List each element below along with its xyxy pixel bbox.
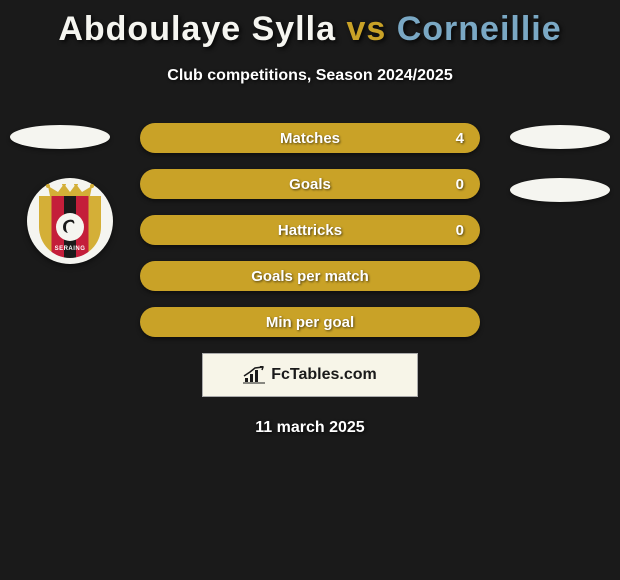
subtitle-text: Club competitions, Season 2024/2025	[0, 67, 620, 85]
stat-label: Goals	[140, 176, 480, 193]
watermark-box: FcTables.com	[202, 353, 418, 397]
date-text: 11 march 2025	[0, 419, 620, 437]
stat-row-matches: Matches 4	[140, 123, 480, 153]
stats-container: Matches 4 Goals 0 Hattricks 0 Goals per …	[0, 123, 620, 337]
stat-row-goals-per-match: Goals per match	[140, 261, 480, 291]
watermark-text: FcTables.com	[271, 366, 377, 384]
stat-value: 0	[456, 176, 464, 193]
chart-icon	[243, 366, 265, 384]
title-player2: Corneillie	[397, 10, 562, 48]
stat-value: 4	[456, 130, 464, 147]
stat-label: Matches	[140, 130, 480, 147]
stat-row-goals: Goals 0	[140, 169, 480, 199]
title-player1: Abdoulaye Sylla	[58, 10, 336, 48]
title-vs: vs	[346, 10, 386, 48]
stat-row-hattricks: Hattricks 0	[140, 215, 480, 245]
stat-label: Goals per match	[140, 268, 480, 285]
page-title: Abdoulaye Sylla vs Corneillie	[0, 0, 620, 49]
stat-value: 0	[456, 222, 464, 239]
stat-label: Min per goal	[140, 314, 480, 331]
stat-label: Hattricks	[140, 222, 480, 239]
stat-row-min-per-goal: Min per goal	[140, 307, 480, 337]
